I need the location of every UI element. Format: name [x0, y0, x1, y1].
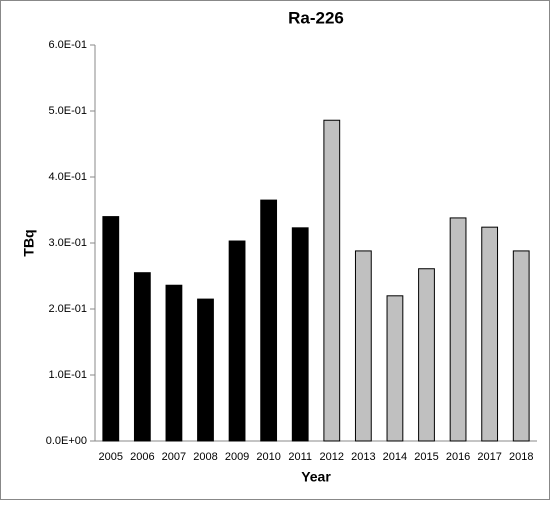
bar	[165, 284, 183, 442]
x-tick-label: 2014	[383, 451, 407, 463]
bar	[323, 119, 341, 442]
x-tick-label: 2011	[288, 451, 312, 463]
bar	[386, 295, 404, 442]
bar	[228, 240, 246, 442]
chart-title: Ra-226	[288, 8, 344, 27]
x-tick-label: 2013	[351, 451, 375, 463]
bar	[354, 250, 372, 442]
y-tick-label: 0.0E+00	[46, 435, 87, 447]
x-tick-label: 2017	[477, 451, 501, 463]
x-tick-label: 2007	[162, 451, 186, 463]
bar	[102, 216, 120, 442]
x-tick-label: 2016	[446, 451, 470, 463]
x-axis-label: Year	[301, 469, 331, 485]
x-tick-label: 2010	[256, 451, 280, 463]
x-tick-label: 2006	[130, 451, 154, 463]
bar	[449, 217, 467, 442]
bar	[260, 199, 278, 442]
y-tick-label: 6.0E-01	[48, 39, 87, 51]
y-tick-label: 1.0E-01	[48, 369, 87, 381]
x-tick-label: 2009	[225, 451, 249, 463]
bar	[291, 227, 309, 442]
bar	[481, 226, 499, 442]
y-tick-label: 3.0E-01	[48, 237, 87, 249]
y-axis-label: TBq	[21, 229, 37, 256]
x-tick-label: 2015	[414, 451, 438, 463]
y-tick-label: 5.0E-01	[48, 105, 87, 117]
x-tick-label: 2008	[193, 451, 217, 463]
y-tick-label: 4.0E-01	[48, 171, 87, 183]
bar	[418, 268, 435, 442]
bar	[133, 272, 151, 442]
x-tick-label: 2005	[99, 451, 123, 463]
bar	[512, 250, 530, 442]
x-tick-label: 2018	[509, 451, 533, 463]
x-tick-label: 2012	[320, 451, 344, 463]
y-tick-label: 2.0E-01	[48, 303, 87, 315]
bar	[197, 298, 214, 442]
